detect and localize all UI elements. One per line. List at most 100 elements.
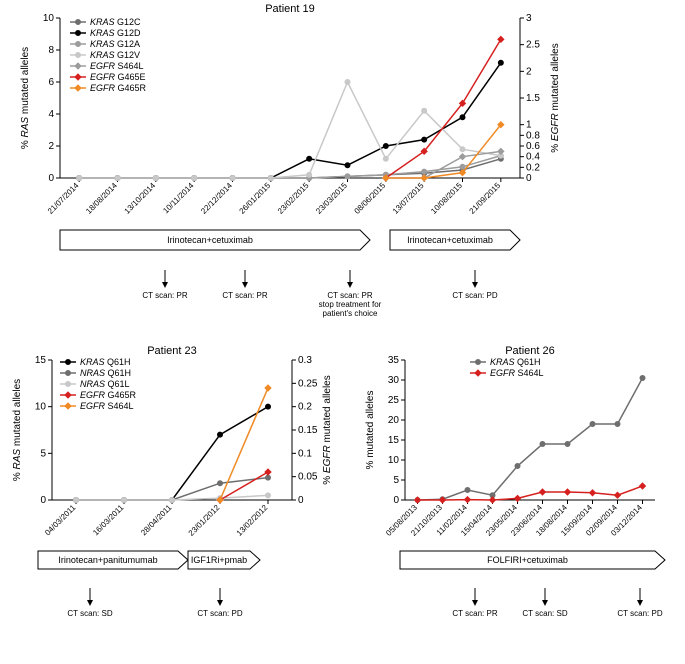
ct-scan-label: patient's choice xyxy=(323,309,378,318)
treatment-label: Irinotecan+cetuximab xyxy=(167,235,253,245)
ytick-label-right: 0.25 xyxy=(298,378,318,389)
series-line xyxy=(386,39,501,178)
ytick-label-right: 0.8 xyxy=(526,130,540,141)
legend-item: EGFR S464L xyxy=(490,368,544,378)
ct-scan-label: CT scan: PD xyxy=(452,291,497,300)
ytick-label: 10 xyxy=(43,13,55,24)
xtick-label: 26/01/2015 xyxy=(238,181,273,216)
ytick-label: 0 xyxy=(48,173,54,184)
ct-scan-label: CT scan: PD xyxy=(197,609,242,618)
ytick-label-right: 0 xyxy=(298,495,304,506)
xtick-label: 21/09/2015 xyxy=(468,181,503,216)
ytick-label: 6 xyxy=(48,77,54,88)
ytick-label: 5 xyxy=(393,475,399,486)
chart-title: Patient 26 xyxy=(505,345,555,357)
series-line xyxy=(79,82,501,178)
xtick-label: 21/07/2014 xyxy=(46,181,81,216)
ct-scan-label: stop treatment for xyxy=(319,300,382,309)
chart-title: Patient 19 xyxy=(265,3,315,15)
legend-item: KRAS G12A xyxy=(90,39,140,49)
ytick-label-right: 0.3 xyxy=(298,355,312,366)
ct-scan-label: CT scan: PR xyxy=(222,291,267,300)
series-line xyxy=(220,388,268,500)
y-axis-label: % RAS mutated alleles xyxy=(20,47,31,149)
xtick-label: 13/10/2014 xyxy=(123,181,158,216)
y-axis-label: % RAS mutated alleles xyxy=(12,379,23,481)
ct-scan-label: CT scan: SD xyxy=(67,609,112,618)
ytick-label: 0 xyxy=(40,495,46,506)
xtick-label: 13/02/2012 xyxy=(235,503,270,538)
legend-item: EGFR S464L xyxy=(80,401,134,411)
y-axis-label-right: % EGFR mutated alleles xyxy=(322,375,333,485)
ytick-label: 4 xyxy=(48,109,54,120)
legend-item: NRAS Q61H xyxy=(80,368,131,378)
legend-item: KRAS Q61H xyxy=(80,357,131,367)
xtick-label: 23/02/2015 xyxy=(276,181,311,216)
treatment-label: Irinotecan+panitumumab xyxy=(58,555,157,565)
series-line xyxy=(418,378,643,500)
chart-p23: Patient 23 0 5 10 15 % RAS mutated alleles 0 0.… xyxy=(12,345,333,618)
ytick-label-right: 2.5 xyxy=(526,40,540,51)
xtick-label: 22/12/2014 xyxy=(199,181,234,216)
figure-canvas: Patient 190246810% RAS mutated alleles00… xyxy=(0,0,685,664)
ytick-label-right: 0.05 xyxy=(298,472,318,483)
y-axis-label: % mutated alleles xyxy=(365,391,376,470)
ytick-label-right: 0.15 xyxy=(298,425,318,436)
legend-item: EGFR G465R xyxy=(80,390,137,400)
xtick-label: 23/01/2012 xyxy=(187,503,222,538)
ytick-label-right: 1.5 xyxy=(526,93,540,104)
xtick-label: 04/03/2011 xyxy=(43,503,78,538)
ytick-label: 2 xyxy=(48,141,54,152)
ytick-label-right: 0.2 xyxy=(526,162,540,173)
ytick-label: 30 xyxy=(388,375,400,386)
ct-scan-label: CT scan: PR xyxy=(452,609,497,618)
treatment-label: Irinotecan+cetuximab xyxy=(407,235,493,245)
xtick-label: 16/03/2011 xyxy=(91,503,126,538)
ytick-label: 10 xyxy=(35,402,47,413)
ytick-label-right: 1 xyxy=(526,120,532,131)
ytick-label-right: 0 xyxy=(526,173,532,184)
legend-item: EGFR G465R xyxy=(90,83,147,93)
ct-scan-label: CT scan: PD xyxy=(617,609,662,618)
ct-scan-label: CT scan: PR xyxy=(142,291,187,300)
y-axis-label-right: % EGFR mutated alleles xyxy=(550,43,561,153)
ytick-label: 10 xyxy=(388,455,400,466)
ytick-label-right: 0.1 xyxy=(298,448,312,459)
legend-item: EGFR G465E xyxy=(90,72,146,82)
xtick-label: 18/08/2014 xyxy=(84,181,119,216)
legend-item: EGFR S464L xyxy=(90,61,144,71)
xtick-label: 28/04/2011 xyxy=(139,503,174,538)
chart-title: Patient 23 xyxy=(147,345,197,357)
ytick-label: 0 xyxy=(393,495,399,506)
ct-scan-label: CT scan: PR xyxy=(327,291,372,300)
legend-item: KRAS G12C xyxy=(90,17,141,27)
treatment-label: FOLFIRI+cetuximab xyxy=(487,555,568,565)
legend-item: NRAS Q61L xyxy=(80,379,130,389)
ytick-label: 25 xyxy=(388,395,400,406)
ytick-label: 15 xyxy=(35,355,47,366)
ytick-label: 15 xyxy=(388,435,400,446)
series-line xyxy=(386,125,501,178)
xtick-label: 23/03/2015 xyxy=(314,181,349,216)
xtick-label: 08/06/2015 xyxy=(353,181,388,216)
ytick-label-right: 0.6 xyxy=(526,141,540,152)
treatment-label: IGF1Ri+pmab xyxy=(191,555,247,565)
xtick-label: 10/08/2015 xyxy=(429,181,464,216)
series-line xyxy=(418,486,643,500)
ytick-label-right: 2 xyxy=(526,66,532,77)
legend-item: KRAS G12D xyxy=(90,28,141,38)
legend-item: KRAS G12V xyxy=(90,50,140,60)
legend-item: KRAS Q61H xyxy=(490,357,541,367)
ytick-label-right: 0.4 xyxy=(526,152,540,163)
ytick-label-right: 3 xyxy=(526,13,532,24)
chart-p26: Patient 26 0 5 10 15 20 25 30 35 % mutated allele… xyxy=(365,345,665,618)
ytick-label-right: 0.2 xyxy=(298,402,312,413)
ytick-label: 5 xyxy=(40,448,46,459)
ytick-label: 8 xyxy=(48,45,54,56)
xtick-label: 10/11/2014 xyxy=(161,181,196,216)
ytick-label: 35 xyxy=(388,355,400,366)
ct-scan-label: CT scan: SD xyxy=(522,609,567,618)
series-line xyxy=(79,156,501,178)
ytick-label: 20 xyxy=(388,415,400,426)
chart-p19: Patient 190246810% RAS mutated alleles00… xyxy=(20,3,561,318)
